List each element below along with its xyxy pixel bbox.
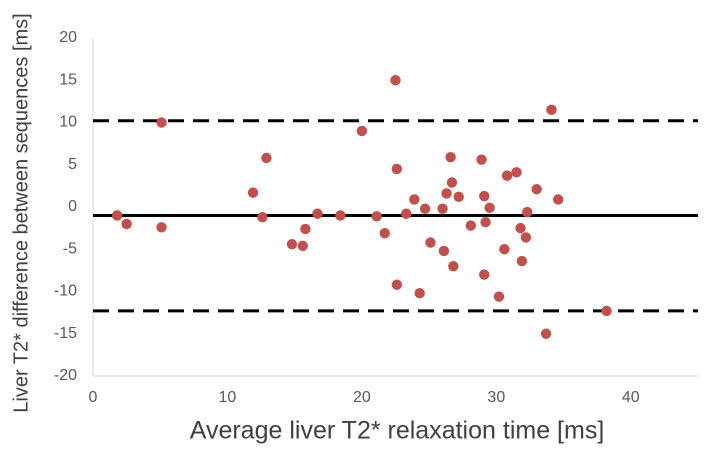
x-tick-label: 0 <box>89 389 98 406</box>
x-tick-label: 30 <box>487 389 505 406</box>
data-point <box>371 211 382 222</box>
data-point <box>546 104 557 116</box>
data-point <box>414 287 425 299</box>
data-point <box>297 240 308 252</box>
data-point <box>437 203 448 214</box>
data-point <box>520 232 532 243</box>
y-tick-label: 20 <box>59 29 77 46</box>
data-point <box>112 210 123 221</box>
data-point <box>522 206 533 218</box>
data-point <box>261 152 272 164</box>
y-tick-label: -15 <box>54 325 77 342</box>
data-point <box>453 191 464 203</box>
data-point <box>499 244 510 255</box>
y-tick-label: -10 <box>54 283 77 300</box>
data-point <box>493 291 505 302</box>
data-point <box>511 167 522 178</box>
data-point <box>446 177 458 188</box>
data-point <box>515 222 526 234</box>
data-point <box>247 187 259 198</box>
data-point <box>425 237 436 248</box>
data-point <box>312 208 323 219</box>
data-point <box>445 151 456 163</box>
y-tick-label: -20 <box>54 367 77 384</box>
y-axis-title-group: Liver T2* difference between sequences [… <box>10 13 32 413</box>
y-tick-label: 0 <box>68 198 77 215</box>
data-point <box>390 75 401 86</box>
data-point <box>335 210 346 221</box>
data-point <box>540 328 552 339</box>
data-point <box>401 208 412 219</box>
y-tick-label: 5 <box>68 156 77 173</box>
y-tick-label: 15 <box>59 71 77 88</box>
y-tick-label: -5 <box>63 240 77 257</box>
data-point <box>419 203 431 214</box>
data-point <box>391 163 403 175</box>
marks-layer: 20 15 10 5 0 -5 -10 -15 -20 0 10 20 30 40 <box>54 29 698 406</box>
data-point <box>501 170 513 181</box>
data-point <box>356 125 368 137</box>
data-point <box>552 194 564 205</box>
data-point <box>156 222 167 233</box>
data-point <box>379 227 390 239</box>
x-tick-label: 20 <box>353 389 371 406</box>
data-point <box>484 202 495 214</box>
data-point <box>409 194 420 205</box>
y-tick-label: 10 <box>59 114 77 131</box>
x-tick-label: 40 <box>622 389 640 406</box>
data-point <box>465 220 476 231</box>
data-point <box>441 188 452 199</box>
y-axis-title: Liver T2* difference between sequences [… <box>10 13 32 413</box>
data-point <box>438 245 450 257</box>
data-point <box>448 260 459 272</box>
data-point <box>531 184 542 195</box>
data-point <box>476 154 487 165</box>
data-point <box>601 305 612 317</box>
data-point <box>479 269 490 280</box>
data-point <box>516 255 528 267</box>
data-point <box>121 218 132 230</box>
data-point <box>480 217 491 228</box>
x-axis-title: Average liver T2* relaxation time [ms] <box>190 417 605 445</box>
x-tick-label: 10 <box>219 389 237 406</box>
data-point <box>286 238 298 250</box>
data-point <box>479 190 490 202</box>
data-point <box>391 279 403 290</box>
data-point <box>257 211 268 223</box>
data-point <box>300 223 311 235</box>
data-point <box>156 117 167 128</box>
